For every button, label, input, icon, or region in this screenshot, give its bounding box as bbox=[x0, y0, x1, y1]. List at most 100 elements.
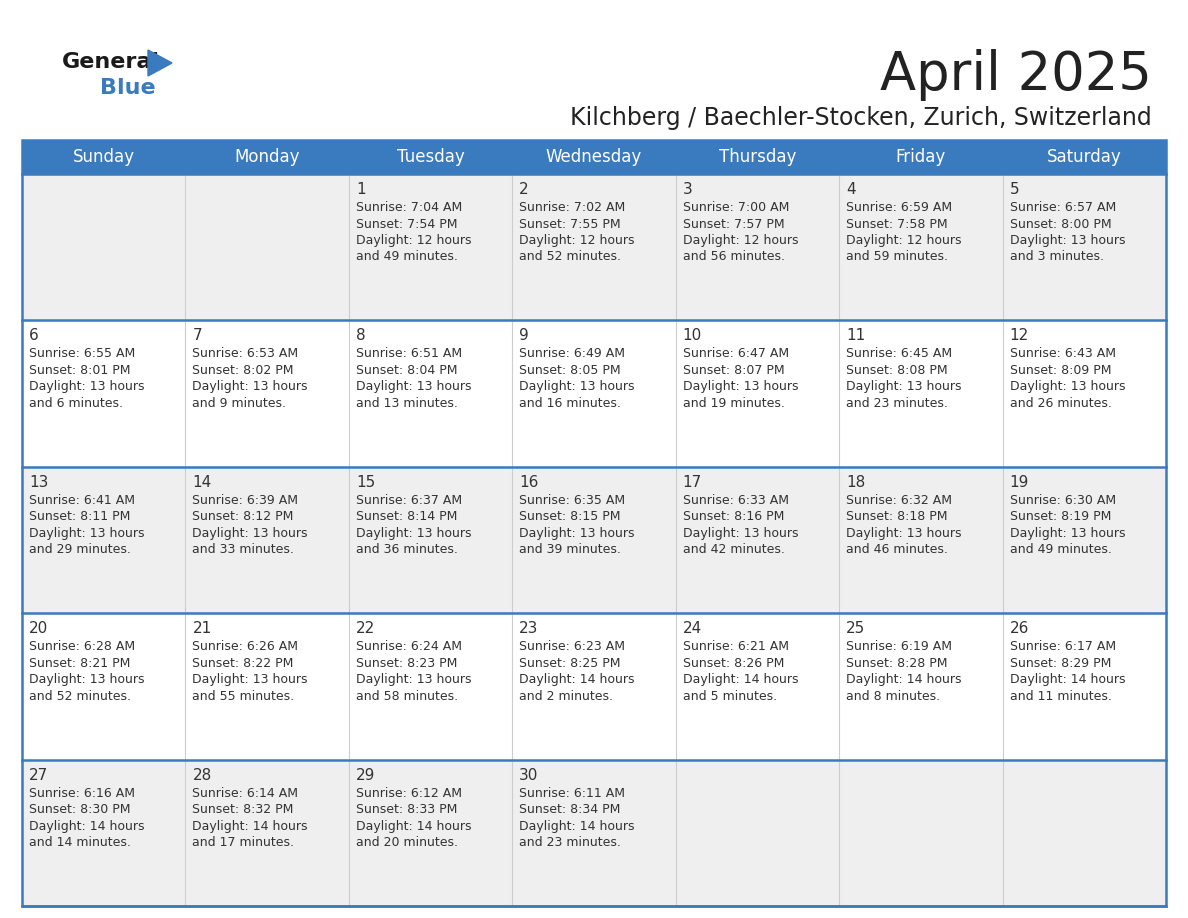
Text: 24: 24 bbox=[683, 621, 702, 636]
Text: 19: 19 bbox=[1010, 475, 1029, 490]
Text: Sunrise: 6:55 AM: Sunrise: 6:55 AM bbox=[29, 347, 135, 361]
Text: 12: 12 bbox=[1010, 329, 1029, 343]
Text: Sunrise: 6:16 AM: Sunrise: 6:16 AM bbox=[29, 787, 135, 800]
Text: Wednesday: Wednesday bbox=[545, 148, 643, 166]
Text: 18: 18 bbox=[846, 475, 865, 490]
Text: and 2 minutes.: and 2 minutes. bbox=[519, 689, 613, 702]
Text: Kilchberg / Baechler-Stocken, Zurich, Switzerland: Kilchberg / Baechler-Stocken, Zurich, Sw… bbox=[570, 106, 1152, 130]
Text: 20: 20 bbox=[29, 621, 49, 636]
Text: Daylight: 12 hours: Daylight: 12 hours bbox=[356, 234, 472, 247]
Text: 1: 1 bbox=[356, 182, 366, 197]
Text: Sunset: 8:15 PM: Sunset: 8:15 PM bbox=[519, 510, 621, 523]
Text: Daylight: 13 hours: Daylight: 13 hours bbox=[29, 527, 145, 540]
Text: Sunrise: 6:53 AM: Sunrise: 6:53 AM bbox=[192, 347, 298, 361]
Text: 30: 30 bbox=[519, 767, 538, 783]
Text: and 19 minutes.: and 19 minutes. bbox=[683, 397, 784, 410]
Text: Sunset: 8:04 PM: Sunset: 8:04 PM bbox=[356, 364, 457, 377]
Text: Daylight: 13 hours: Daylight: 13 hours bbox=[519, 380, 634, 394]
Text: Sunrise: 6:32 AM: Sunrise: 6:32 AM bbox=[846, 494, 952, 507]
Text: Daylight: 14 hours: Daylight: 14 hours bbox=[192, 820, 308, 833]
Text: Sunrise: 6:26 AM: Sunrise: 6:26 AM bbox=[192, 640, 298, 654]
Text: Sunset: 8:11 PM: Sunset: 8:11 PM bbox=[29, 510, 131, 523]
Text: Sunrise: 6:14 AM: Sunrise: 6:14 AM bbox=[192, 787, 298, 800]
Text: Sunrise: 6:11 AM: Sunrise: 6:11 AM bbox=[519, 787, 625, 800]
Text: and 8 minutes.: and 8 minutes. bbox=[846, 689, 940, 702]
Text: and 49 minutes.: and 49 minutes. bbox=[356, 251, 457, 263]
Text: Sunset: 7:55 PM: Sunset: 7:55 PM bbox=[519, 218, 621, 230]
FancyBboxPatch shape bbox=[23, 320, 1165, 466]
Text: Sunset: 7:54 PM: Sunset: 7:54 PM bbox=[356, 218, 457, 230]
Text: Sunset: 8:01 PM: Sunset: 8:01 PM bbox=[29, 364, 131, 377]
Text: Sunset: 8:09 PM: Sunset: 8:09 PM bbox=[1010, 364, 1111, 377]
Text: Sunset: 8:33 PM: Sunset: 8:33 PM bbox=[356, 803, 457, 816]
Text: 3: 3 bbox=[683, 182, 693, 197]
Text: Sunset: 8:21 PM: Sunset: 8:21 PM bbox=[29, 656, 131, 670]
Text: and 16 minutes.: and 16 minutes. bbox=[519, 397, 621, 410]
Text: Sunrise: 6:24 AM: Sunrise: 6:24 AM bbox=[356, 640, 462, 654]
Text: and 23 minutes.: and 23 minutes. bbox=[846, 397, 948, 410]
Text: Sunset: 8:08 PM: Sunset: 8:08 PM bbox=[846, 364, 948, 377]
Text: and 36 minutes.: and 36 minutes. bbox=[356, 543, 457, 556]
Polygon shape bbox=[148, 50, 172, 76]
Text: 6: 6 bbox=[29, 329, 39, 343]
Text: and 33 minutes.: and 33 minutes. bbox=[192, 543, 295, 556]
Text: Sunrise: 6:43 AM: Sunrise: 6:43 AM bbox=[1010, 347, 1116, 361]
Text: Daylight: 13 hours: Daylight: 13 hours bbox=[29, 380, 145, 394]
Text: Daylight: 12 hours: Daylight: 12 hours bbox=[519, 234, 634, 247]
Text: Daylight: 13 hours: Daylight: 13 hours bbox=[1010, 380, 1125, 394]
Text: General: General bbox=[62, 52, 160, 72]
Text: 25: 25 bbox=[846, 621, 865, 636]
Text: April 2025: April 2025 bbox=[880, 49, 1152, 101]
Text: Sunrise: 6:51 AM: Sunrise: 6:51 AM bbox=[356, 347, 462, 361]
Text: 11: 11 bbox=[846, 329, 865, 343]
Text: Sunset: 8:19 PM: Sunset: 8:19 PM bbox=[1010, 510, 1111, 523]
Text: 29: 29 bbox=[356, 767, 375, 783]
Text: Sunrise: 6:21 AM: Sunrise: 6:21 AM bbox=[683, 640, 789, 654]
Text: Blue: Blue bbox=[100, 78, 156, 98]
Text: Sunset: 7:58 PM: Sunset: 7:58 PM bbox=[846, 218, 948, 230]
Text: Sunset: 8:14 PM: Sunset: 8:14 PM bbox=[356, 510, 457, 523]
Text: Sunrise: 7:02 AM: Sunrise: 7:02 AM bbox=[519, 201, 626, 214]
Text: Sunrise: 6:35 AM: Sunrise: 6:35 AM bbox=[519, 494, 625, 507]
Text: Sunset: 8:28 PM: Sunset: 8:28 PM bbox=[846, 656, 948, 670]
Text: Sunrise: 6:49 AM: Sunrise: 6:49 AM bbox=[519, 347, 625, 361]
Text: Tuesday: Tuesday bbox=[397, 148, 465, 166]
Text: Daylight: 13 hours: Daylight: 13 hours bbox=[356, 380, 472, 394]
Text: Sunrise: 6:57 AM: Sunrise: 6:57 AM bbox=[1010, 201, 1116, 214]
Text: Sunrise: 7:00 AM: Sunrise: 7:00 AM bbox=[683, 201, 789, 214]
Text: 4: 4 bbox=[846, 182, 855, 197]
Text: and 5 minutes.: and 5 minutes. bbox=[683, 689, 777, 702]
Text: Daylight: 13 hours: Daylight: 13 hours bbox=[1010, 527, 1125, 540]
Text: Daylight: 13 hours: Daylight: 13 hours bbox=[519, 527, 634, 540]
Text: and 29 minutes.: and 29 minutes. bbox=[29, 543, 131, 556]
Text: Sunrise: 6:37 AM: Sunrise: 6:37 AM bbox=[356, 494, 462, 507]
Text: Daylight: 13 hours: Daylight: 13 hours bbox=[29, 673, 145, 686]
Text: Sunset: 8:32 PM: Sunset: 8:32 PM bbox=[192, 803, 293, 816]
Text: Daylight: 13 hours: Daylight: 13 hours bbox=[356, 527, 472, 540]
Text: 27: 27 bbox=[29, 767, 49, 783]
Text: and 14 minutes.: and 14 minutes. bbox=[29, 836, 131, 849]
Text: and 46 minutes.: and 46 minutes. bbox=[846, 543, 948, 556]
Text: 16: 16 bbox=[519, 475, 538, 490]
Text: Daylight: 13 hours: Daylight: 13 hours bbox=[846, 527, 961, 540]
Text: and 49 minutes.: and 49 minutes. bbox=[1010, 543, 1112, 556]
Text: Sunrise: 6:47 AM: Sunrise: 6:47 AM bbox=[683, 347, 789, 361]
FancyBboxPatch shape bbox=[23, 613, 1165, 759]
Text: 5: 5 bbox=[1010, 182, 1019, 197]
Text: Sunrise: 6:19 AM: Sunrise: 6:19 AM bbox=[846, 640, 952, 654]
Text: Daylight: 13 hours: Daylight: 13 hours bbox=[1010, 234, 1125, 247]
Text: and 3 minutes.: and 3 minutes. bbox=[1010, 251, 1104, 263]
Text: 14: 14 bbox=[192, 475, 211, 490]
Text: 17: 17 bbox=[683, 475, 702, 490]
Text: Sunset: 8:07 PM: Sunset: 8:07 PM bbox=[683, 364, 784, 377]
Text: Sunrise: 6:30 AM: Sunrise: 6:30 AM bbox=[1010, 494, 1116, 507]
Text: Sunday: Sunday bbox=[72, 148, 134, 166]
Text: Sunset: 8:05 PM: Sunset: 8:05 PM bbox=[519, 364, 621, 377]
FancyBboxPatch shape bbox=[23, 466, 1165, 613]
Text: and 58 minutes.: and 58 minutes. bbox=[356, 689, 459, 702]
Text: Daylight: 14 hours: Daylight: 14 hours bbox=[683, 673, 798, 686]
Text: and 59 minutes.: and 59 minutes. bbox=[846, 251, 948, 263]
Text: Thursday: Thursday bbox=[719, 148, 796, 166]
Text: Sunset: 8:34 PM: Sunset: 8:34 PM bbox=[519, 803, 620, 816]
Text: Daylight: 12 hours: Daylight: 12 hours bbox=[683, 234, 798, 247]
